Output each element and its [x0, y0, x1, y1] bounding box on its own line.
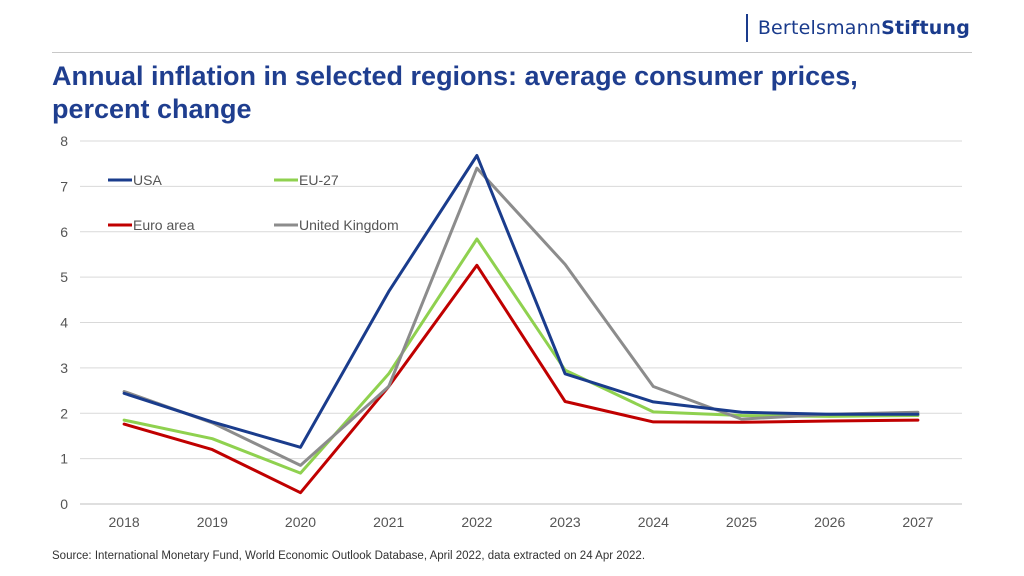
y-axis-tick-labels: 0 1 2 3 4 5 6 7 8	[60, 133, 68, 512]
x-axis-tick-labels: 2018 2019 2020 2021 2022 2023 2024 2025 2026 2027	[109, 514, 934, 530]
y-tick-label: 2	[60, 405, 68, 421]
y-tick-label: 0	[60, 496, 68, 512]
series-line-euro-area	[122, 263, 920, 495]
y-tick-label: 4	[60, 315, 68, 331]
series-lines	[122, 154, 920, 495]
y-tick-label: 8	[60, 133, 68, 149]
source-note: Source: International Monetary Fund, Wor…	[52, 550, 646, 562]
legend-label-eu-27: EU-27	[299, 172, 339, 188]
x-tick-label: 2024	[638, 514, 669, 530]
legend-label-united-kingdom: United Kingdom	[299, 217, 399, 233]
series-line-usa	[122, 154, 920, 449]
y-tick-label: 7	[60, 178, 68, 194]
y-tick-label: 3	[60, 360, 68, 376]
brand-name-part2: Stiftung	[881, 17, 970, 39]
y-tick-label: 5	[60, 269, 68, 285]
header-divider	[52, 52, 972, 53]
brand-logo: Bertelsmann Stiftung	[745, 14, 970, 42]
legend: USA EU-27 Euro area United Kingdom	[108, 172, 399, 233]
y-tick-label: 1	[60, 451, 68, 467]
x-tick-label: 2022	[461, 514, 492, 530]
legend-label-usa: USA	[133, 172, 162, 188]
chart-title: Annual inflation in selected regions: av…	[52, 61, 858, 124]
legend-label-euro-area: Euro area	[133, 217, 195, 233]
x-tick-label: 2020	[285, 514, 316, 530]
x-tick-label: 2025	[726, 514, 757, 530]
x-tick-label: 2021	[373, 514, 404, 530]
x-tick-label: 2018	[109, 514, 140, 530]
x-tick-label: 2027	[902, 514, 933, 530]
x-tick-label: 2023	[550, 514, 581, 530]
brand-name-part1: Bertelsmann	[757, 17, 882, 39]
x-tick-label: 2019	[197, 514, 228, 530]
x-tick-label: 2026	[814, 514, 845, 530]
series-line-united-kingdom	[122, 166, 920, 467]
y-tick-label: 6	[60, 224, 68, 240]
